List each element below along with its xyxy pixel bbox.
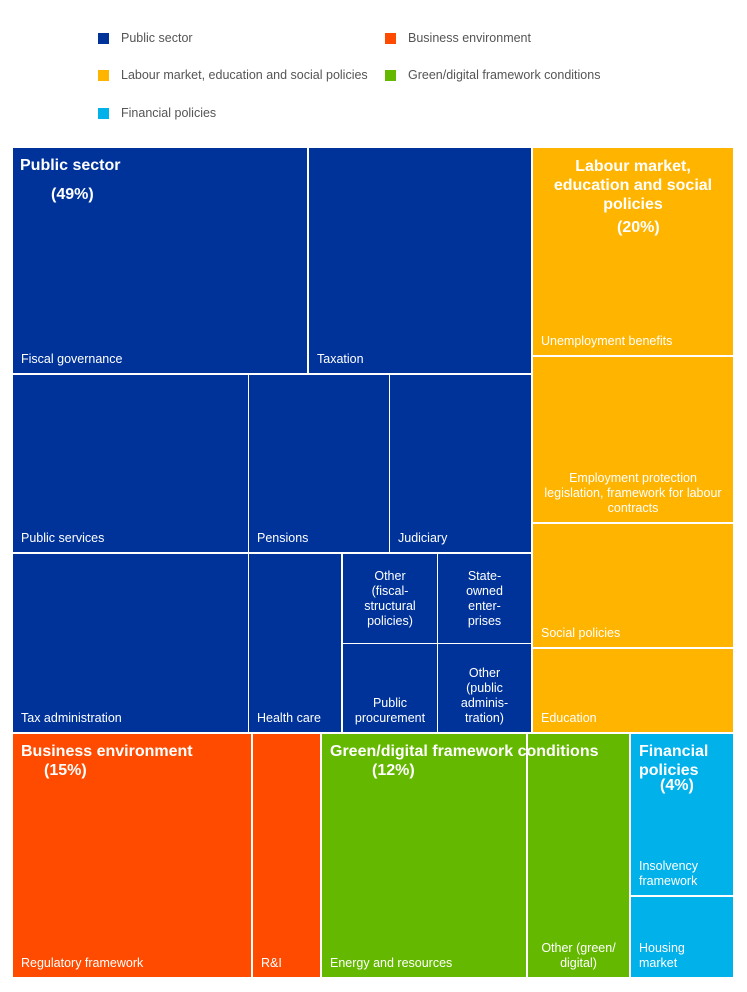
group-share-financial-policies: (4%): [660, 777, 694, 794]
legend-label: Public sector: [121, 31, 193, 45]
tile-label: Insolvency framework: [639, 859, 699, 888]
group-share-public-sector: (49%): [51, 186, 94, 203]
tile-regulatory-framework[interactable]: Regulatory framework: [13, 734, 251, 977]
tile-other-public-administration[interactable]: Other (public adminis-tration): [438, 644, 531, 732]
group-title-green-digital-framework-conditions: Green/digital framework conditions: [330, 743, 599, 760]
tile-unemployment-benefits[interactable]: Unemployment benefits: [533, 148, 733, 355]
tile-label: Other (green/digital): [541, 941, 616, 970]
tile-energy-and-resources[interactable]: Energy and resources: [322, 734, 526, 977]
tile-label: Education: [541, 711, 597, 725]
legend-label: Financial policies: [121, 106, 217, 120]
tile-label: Public services: [21, 531, 105, 545]
group-share-labour-market-education-and-social-policies: (20%): [617, 219, 660, 236]
tile-label: Housing market: [639, 941, 685, 970]
legend-label: Business environment: [408, 31, 531, 45]
tile-state-owned-enterprises[interactable]: State-owned enter-prises: [438, 554, 531, 643]
tile-label: Taxation: [317, 352, 364, 366]
tile-label: Other (fiscal-structural policies): [364, 569, 416, 628]
tile-education[interactable]: Education: [533, 649, 733, 732]
tile-taxation[interactable]: Taxation: [309, 148, 531, 373]
tile-public-services[interactable]: Public services: [13, 375, 248, 552]
tile-label: Judiciary: [398, 531, 448, 545]
tile-r-i[interactable]: R&I: [253, 734, 320, 977]
legend-item-public-sector[interactable]: Public sector: [98, 31, 193, 45]
tile-housing-market[interactable]: Housing market: [631, 897, 733, 977]
legend-swatch: [98, 32, 109, 44]
legend-swatch: [385, 69, 396, 81]
tile-public-procurement[interactable]: Public procurement: [343, 644, 437, 732]
tile-label: Regulatory framework: [21, 956, 144, 970]
group-title-labour-market-education-and-social-policies: Labour market, education and social polici…: [553, 158, 713, 213]
legend-swatch: [385, 32, 396, 44]
group-share-business-environment: (15%): [44, 762, 87, 779]
tile-label: Energy and resources: [330, 956, 453, 970]
tile-insolvency-framework[interactable]: Insolvency framework: [631, 734, 733, 895]
tile-label: R&I: [261, 956, 282, 970]
tile-employment-protection-legislation-framework-for-labour-contracts[interactable]: Employment protection legislation, framew…: [533, 357, 733, 522]
tile-label: Fiscal governance: [21, 352, 123, 366]
tile-tax-administration[interactable]: Tax administration: [13, 554, 248, 732]
tile-judiciary[interactable]: Judiciary: [390, 375, 531, 552]
tile-label: Pensions: [257, 531, 309, 545]
legend-label: Labour market, education and social poli…: [121, 68, 368, 82]
tile-label: State-owned enter-prises: [466, 569, 503, 628]
group-share-green-digital-framework-conditions: (12%): [372, 762, 415, 779]
tile-label: Public procurement: [354, 696, 426, 725]
legend-item-labour-market-education-and-social-policies[interactable]: Labour market, education and social poli…: [98, 68, 368, 82]
tile-other-fiscal-structural-policies[interactable]: Other (fiscal-structural policies): [343, 554, 437, 643]
legend-label: Green/digital framework conditions: [408, 68, 601, 82]
legend-item-financial-policies[interactable]: Financial policies: [98, 106, 216, 120]
group-title-financial-policies: Financial policies: [639, 743, 709, 779]
tile-label: Tax administration: [21, 711, 122, 725]
legend-swatch: [98, 107, 109, 119]
tile-label: Health care: [257, 711, 321, 725]
legend-item-green-digital-framework-conditions[interactable]: Green/digital framework conditions: [385, 68, 600, 82]
group-title-public-sector: Public sector: [20, 157, 121, 174]
tile-label: Employment protection legislation, framew…: [544, 471, 722, 515]
tile-label: Unemployment benefits: [541, 334, 673, 348]
tile-social-policies[interactable]: Social policies: [533, 524, 733, 647]
legend-item-business-environment[interactable]: Business environment: [385, 31, 531, 45]
tile-health-care[interactable]: Health care: [249, 554, 341, 732]
tile-other-green-digital[interactable]: Other (green/digital): [528, 734, 629, 977]
tile-label: Social policies: [541, 626, 621, 640]
group-title-business-environment: Business environment: [21, 743, 193, 760]
legend-swatch: [98, 69, 109, 81]
tile-pensions[interactable]: Pensions: [249, 375, 389, 552]
tile-fiscal-governance[interactable]: Fiscal governance: [13, 148, 307, 373]
tile-label: Other (public adminis-tration): [460, 666, 509, 725]
